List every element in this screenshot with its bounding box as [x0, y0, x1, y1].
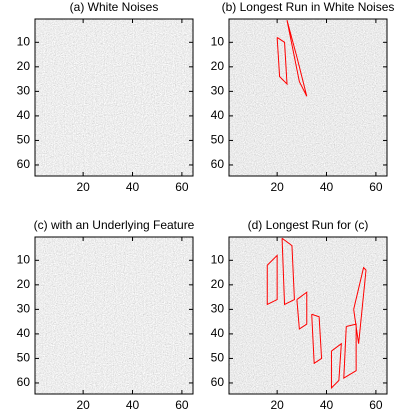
y-tick-label: 60 [211, 157, 225, 171]
x-tick-label: 40 [320, 398, 334, 412]
x-tick-label: 60 [175, 180, 189, 194]
y-tick-label: 30 [17, 84, 31, 98]
y-tick-label: 40 [17, 326, 31, 340]
y-tick-label: 60 [211, 375, 225, 389]
y-tick-label: 40 [211, 326, 225, 340]
panel-title: (a) White Noises [70, 0, 159, 14]
noise-image [35, 19, 193, 176]
y-tick-label: 10 [211, 34, 225, 48]
y-tick-label: 30 [17, 302, 31, 316]
x-tick-label: 20 [76, 180, 90, 194]
y-tick-label: 40 [211, 108, 225, 122]
y-tick-label: 10 [17, 34, 31, 48]
x-tick-label: 60 [369, 398, 383, 412]
noise-image [35, 237, 193, 394]
x-tick-label: 20 [270, 398, 284, 412]
y-tick-label: 60 [17, 375, 31, 389]
y-tick-label: 50 [17, 351, 31, 365]
axes-frame [34, 18, 194, 177]
y-tick-label: 20 [211, 277, 225, 291]
x-tick-label: 40 [126, 398, 140, 412]
x-tick-label: 60 [175, 398, 189, 412]
axes-frame [228, 236, 388, 395]
panel-title: (b) Longest Run in White Noises [222, 0, 395, 14]
panel-title: (d) Longest Run for (c) [248, 218, 369, 232]
noise-image [229, 19, 387, 176]
y-tick-label: 60 [17, 157, 31, 171]
y-tick-label: 50 [211, 133, 225, 147]
x-tick-label: 40 [126, 180, 140, 194]
y-tick-label: 20 [17, 59, 31, 73]
y-tick-label: 30 [211, 84, 225, 98]
y-tick-label: 20 [211, 59, 225, 73]
panel-title: (c) with an Underlying Feature [34, 218, 195, 232]
x-tick-label: 40 [320, 180, 334, 194]
y-tick-label: 20 [17, 277, 31, 291]
x-tick-label: 20 [270, 180, 284, 194]
axes-frame [34, 236, 194, 395]
x-tick-label: 60 [369, 180, 383, 194]
run-line [266, 237, 367, 390]
x-tick-label: 20 [76, 398, 90, 412]
y-tick-label: 10 [17, 252, 31, 266]
y-tick-label: 30 [211, 302, 225, 316]
y-tick-label: 50 [17, 133, 31, 147]
y-tick-label: 50 [211, 351, 225, 365]
y-tick-label: 40 [17, 108, 31, 122]
run-line [276, 20, 308, 97]
noise-image [229, 237, 387, 394]
y-tick-label: 10 [211, 252, 225, 266]
axes-frame [228, 18, 388, 177]
